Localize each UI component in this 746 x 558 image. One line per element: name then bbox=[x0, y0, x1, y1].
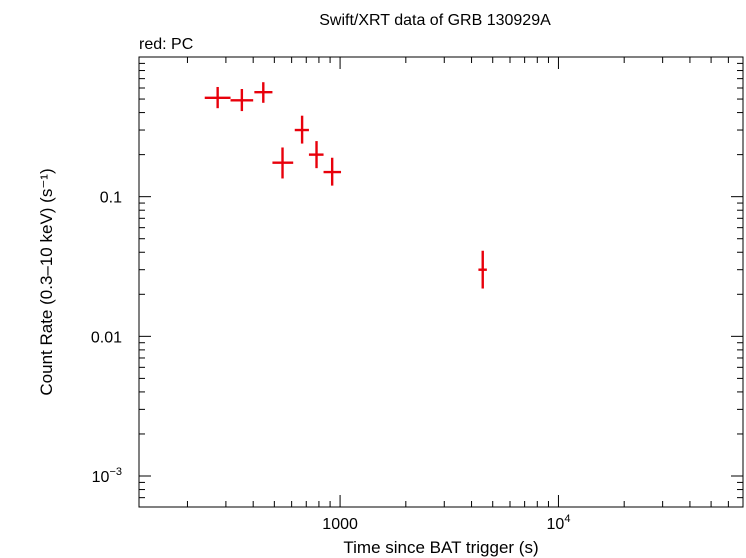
plot-frame bbox=[138, 56, 744, 508]
y-tick-label: 0.1 bbox=[100, 190, 122, 207]
data-point bbox=[308, 141, 324, 169]
y-tick-label: 10−3 bbox=[92, 466, 122, 486]
axis-major-ticks bbox=[139, 56, 743, 507]
x-axis-label: Time since BAT trigger (s) bbox=[343, 538, 538, 557]
axis-tick-labels: 1000 104 0.1 0.01 10−3 bbox=[91, 190, 571, 533]
data-point bbox=[294, 115, 309, 144]
y-tick-label: 0.01 bbox=[91, 329, 122, 346]
chart-title: Swift/XRT data of GRB 130929A bbox=[319, 12, 551, 29]
x-tick-label: 1000 bbox=[322, 516, 358, 533]
data-point bbox=[323, 157, 342, 186]
data-point bbox=[230, 89, 254, 112]
axis-minor-ticks bbox=[139, 57, 744, 508]
chart-subtitle: red: PC bbox=[139, 36, 193, 53]
data-point bbox=[204, 86, 231, 109]
data-point bbox=[478, 250, 487, 289]
y-axis-label: Count Rate (0.3–10 keV) (s⁻¹) bbox=[37, 168, 56, 395]
data-point bbox=[254, 82, 273, 103]
x-tick-label: 104 bbox=[547, 513, 571, 533]
data-point bbox=[272, 147, 294, 179]
data-points bbox=[204, 82, 487, 289]
